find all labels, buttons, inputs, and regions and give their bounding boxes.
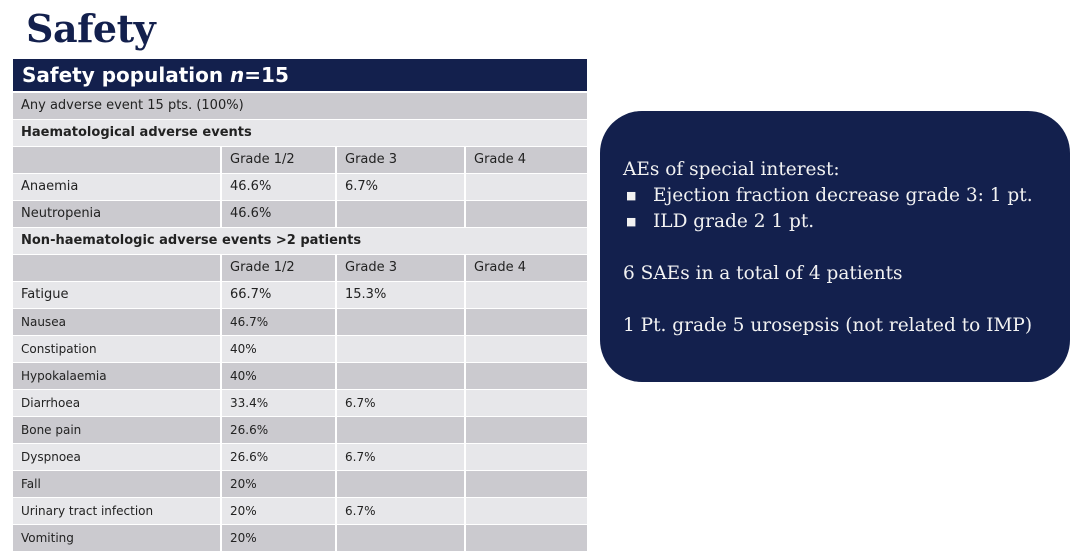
row-label: Neutropenia bbox=[13, 201, 220, 227]
table-row: Bone pain 26.6% bbox=[13, 417, 587, 443]
sae-summary: 6 SAEs in a total of 4 patients bbox=[623, 263, 903, 284]
row-label bbox=[13, 255, 220, 281]
bullet-text: ILD grade 2 1 pt. bbox=[653, 211, 815, 232]
cell-grade-4 bbox=[466, 174, 587, 200]
special-interest-box: AEs of special interest: ■ Ejection fract… bbox=[600, 111, 1070, 382]
cell-grade-1-2: 46.6% bbox=[222, 174, 335, 200]
cell-grade-4 bbox=[466, 336, 587, 362]
table-title-text: Safety population bbox=[22, 63, 231, 87]
any-ae-row: Any adverse event 15 pts. (100%) bbox=[13, 93, 587, 119]
cell-grade-4 bbox=[466, 417, 587, 443]
cell-grade-4: Grade 4 bbox=[466, 147, 587, 173]
cell-grade-4 bbox=[466, 390, 587, 416]
table-row: Anaemia 46.6% 6.7% bbox=[13, 174, 587, 200]
cell-grade-3 bbox=[337, 363, 464, 389]
cell-grade-3: 6.7% bbox=[337, 498, 464, 524]
bullet-item: ■ ILD grade 2 1 pt. bbox=[623, 209, 1070, 235]
box-heading: AEs of special interest: bbox=[623, 159, 840, 180]
row-label: Fall bbox=[13, 471, 220, 497]
row-label: Urinary tract infection bbox=[13, 498, 220, 524]
table-row: Constipation 40% bbox=[13, 336, 587, 362]
cell-grade-1-2: 46.7% bbox=[222, 309, 335, 335]
column-header-row: Grade 1/2 Grade 3 Grade 4 bbox=[13, 147, 587, 173]
table-row: Fatigue 66.7% 15.3% bbox=[13, 282, 587, 308]
bullet-text: Ejection fraction decrease grade 3: 1 pt… bbox=[653, 185, 1033, 206]
row-label: Constipation bbox=[13, 336, 220, 362]
cell-grade-4 bbox=[466, 201, 587, 227]
cell-grade-1-2: 20% bbox=[222, 525, 335, 551]
cell-grade-3 bbox=[337, 336, 464, 362]
table-title-n: n bbox=[230, 63, 245, 87]
haem-section-heading-text: Haematological adverse events bbox=[13, 120, 587, 146]
nonhaem-section-heading-text: Non-haematologic adverse events >2 patie… bbox=[13, 228, 587, 254]
cell-grade-3: 6.7% bbox=[337, 390, 464, 416]
table-row: Vomiting 20% bbox=[13, 525, 587, 551]
cell-grade-4 bbox=[466, 525, 587, 551]
cell-grade-4: Grade 4 bbox=[466, 255, 587, 281]
row-label: Bone pain bbox=[13, 417, 220, 443]
cell-grade-1-2: 40% bbox=[222, 336, 335, 362]
safety-table: Safety population n=15 Any adverse event… bbox=[13, 59, 587, 552]
haem-section-heading: Haematological adverse events bbox=[13, 120, 587, 146]
cell-grade-3: 15.3% bbox=[337, 282, 464, 308]
table-row: Diarrhoea 33.4% 6.7% bbox=[13, 390, 587, 416]
cell-grade-4 bbox=[466, 309, 587, 335]
row-label: Vomiting bbox=[13, 525, 220, 551]
cell-grade-4 bbox=[466, 471, 587, 497]
cell-grade-3: Grade 3 bbox=[337, 147, 464, 173]
cell-grade-3 bbox=[337, 201, 464, 227]
cell-grade-1-2: 33.4% bbox=[222, 390, 335, 416]
cell-grade-3 bbox=[337, 309, 464, 335]
cell-grade-3: 6.7% bbox=[337, 174, 464, 200]
table-row: Urinary tract infection 20% 6.7% bbox=[13, 498, 587, 524]
cell-grade-3 bbox=[337, 417, 464, 443]
table-row: Nausea 46.7% bbox=[13, 309, 587, 335]
bullet-square-icon: ■ bbox=[626, 189, 637, 202]
any-ae-row-text: Any adverse event 15 pts. (100%) bbox=[13, 93, 587, 119]
table-row: Dyspnoea 26.6% 6.7% bbox=[13, 444, 587, 470]
cell-grade-3 bbox=[337, 525, 464, 551]
column-header-row: Grade 1/2 Grade 3 Grade 4 bbox=[13, 255, 587, 281]
cell-grade-1-2: 66.7% bbox=[222, 282, 335, 308]
row-label: Diarrhoea bbox=[13, 390, 220, 416]
table-row: Fall 20% bbox=[13, 471, 587, 497]
cell-grade-1-2: 46.6% bbox=[222, 201, 335, 227]
cell-grade-3 bbox=[337, 471, 464, 497]
table-title-count: =15 bbox=[244, 63, 289, 87]
cell-grade-1-2: Grade 1/2 bbox=[222, 255, 335, 281]
slide-title: Safety bbox=[26, 6, 156, 51]
cell-grade-1-2: 40% bbox=[222, 363, 335, 389]
cell-grade-3: Grade 3 bbox=[337, 255, 464, 281]
row-label: Fatigue bbox=[13, 282, 220, 308]
table-row: Hypokalaemia 40% bbox=[13, 363, 587, 389]
row-label bbox=[13, 147, 220, 173]
cell-grade-4 bbox=[466, 498, 587, 524]
cell-grade-1-2: 20% bbox=[222, 471, 335, 497]
nonhaem-section-heading: Non-haematologic adverse events >2 patie… bbox=[13, 228, 587, 254]
cell-grade-1-2: 26.6% bbox=[222, 417, 335, 443]
cell-grade-1-2: Grade 1/2 bbox=[222, 147, 335, 173]
cell-grade-1-2: 26.6% bbox=[222, 444, 335, 470]
row-label: Dyspnoea bbox=[13, 444, 220, 470]
table-title: Safety population n=15 bbox=[13, 59, 587, 91]
bullet-item: ■ Ejection fraction decrease grade 3: 1 p… bbox=[623, 183, 1070, 209]
table-row: Neutropenia 46.6% bbox=[13, 201, 587, 227]
cell-grade-4 bbox=[466, 363, 587, 389]
cell-grade-1-2: 20% bbox=[222, 498, 335, 524]
cell-grade-3: 6.7% bbox=[337, 444, 464, 470]
cell-grade-4 bbox=[466, 282, 587, 308]
grade5-event: 1 Pt. grade 5 urosepsis (not related to … bbox=[623, 315, 1033, 336]
row-label: Hypokalaemia bbox=[13, 363, 220, 389]
bullet-square-icon: ■ bbox=[626, 215, 637, 228]
row-label: Nausea bbox=[13, 309, 220, 335]
cell-grade-4 bbox=[466, 444, 587, 470]
row-label: Anaemia bbox=[13, 174, 220, 200]
